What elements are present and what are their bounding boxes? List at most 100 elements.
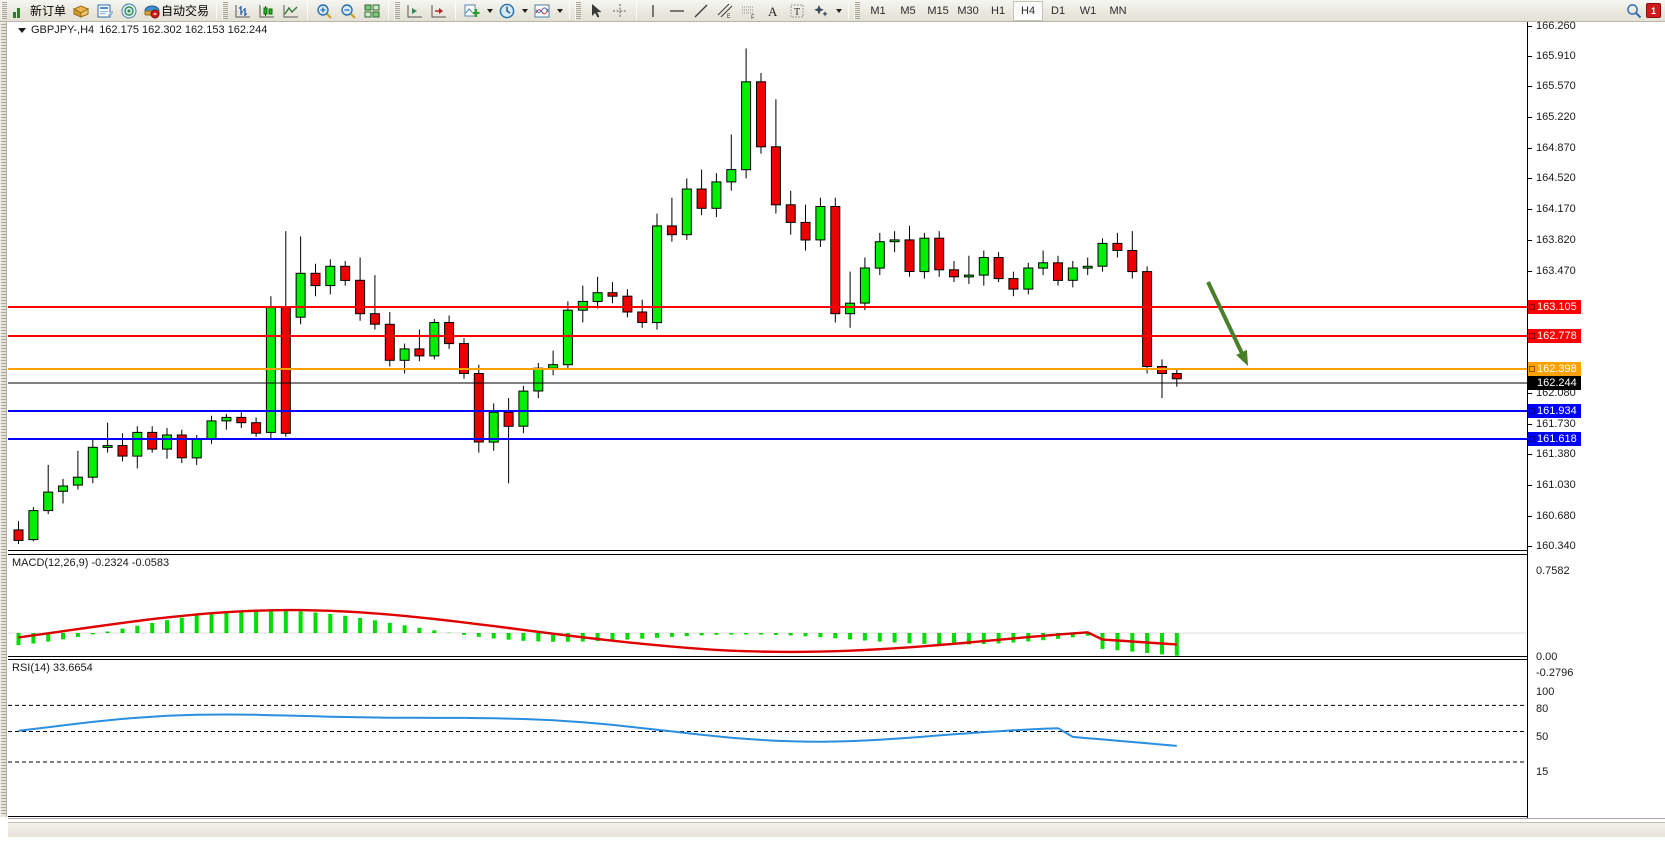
price-level-tag[interactable]: 162.244 xyxy=(1528,376,1581,390)
timeframe-m30[interactable]: M30 xyxy=(957,4,979,17)
equidistant-channel-icon: E xyxy=(717,3,733,20)
rsi-pane[interactable]: RSI(14) 33.6654 xyxy=(8,659,1527,817)
toolbar-divider-3 xyxy=(388,2,390,19)
timeframe-h1[interactable]: H1 xyxy=(991,4,1006,17)
objects-icon xyxy=(814,4,828,17)
macd-pane[interactable]: MACD(12,26,9) -0.2324 -0.0583 xyxy=(8,554,1527,657)
horizontal-line-button[interactable] xyxy=(665,1,689,21)
timeframe-m1[interactable]: M1 xyxy=(870,4,886,17)
objects-dropdown[interactable] xyxy=(833,1,844,21)
search-icon xyxy=(1627,3,1642,18)
candlestick-chart-button[interactable] xyxy=(255,1,279,21)
timeframe-m15[interactable]: M15 xyxy=(927,4,949,17)
toolbar-grip-5[interactable] xyxy=(854,1,861,20)
price-level-tag[interactable]: 161.618 xyxy=(1528,432,1581,446)
objects-button[interactable] xyxy=(809,1,833,21)
new-order-icon xyxy=(13,7,20,18)
chart-shift-icon xyxy=(407,4,423,17)
macd-tick: 0.7582 xyxy=(1536,565,1570,577)
toolbar-divider-7 xyxy=(848,2,850,19)
toolbar-grip[interactable] xyxy=(1,1,7,20)
price-level-tag[interactable]: 163.105 xyxy=(1528,300,1581,314)
toolbar-grip-4[interactable] xyxy=(575,1,582,20)
left-rail xyxy=(0,22,7,817)
crosshair-icon xyxy=(613,3,628,18)
equidistant-channel-button[interactable]: E xyxy=(713,1,737,21)
cursor-button[interactable] xyxy=(584,1,608,21)
svg-text:A: A xyxy=(768,4,778,19)
vertical-line-icon xyxy=(652,4,654,17)
autotrading-button[interactable]: 自动交易 xyxy=(141,1,212,21)
price-level-tag[interactable]: 162.778 xyxy=(1528,329,1581,343)
macd-label: MACD(12,26,9) -0.2324 -0.0583 xyxy=(12,557,170,569)
macd-tick: -0.2796 xyxy=(1536,667,1574,679)
timeframe-d1[interactable]: D1 xyxy=(1051,4,1066,17)
rsi-tick: 15 xyxy=(1536,766,1549,778)
indicators-dropdown[interactable] xyxy=(484,1,495,21)
fibonacci-icon: F xyxy=(742,6,755,20)
text-button[interactable]: A xyxy=(761,1,785,21)
symbol-label: GBPJPY-,H4 xyxy=(31,24,95,36)
new-order-button[interactable]: 新订单 xyxy=(10,1,69,21)
price-level-tag[interactable]: 161.934 xyxy=(1528,404,1581,418)
line-chart-button[interactable] xyxy=(279,1,303,21)
toolbar-divider-5 xyxy=(569,2,571,19)
horizontal-scrollbar[interactable] xyxy=(8,822,1665,837)
price-level-tag[interactable]: 162.398 xyxy=(1528,362,1581,376)
search-button[interactable] xyxy=(1622,1,1646,21)
toolbar-grip-3[interactable] xyxy=(394,1,401,20)
signals-icon xyxy=(121,3,137,18)
main-toolbar: 新订单 自动交易 xyxy=(0,0,1665,22)
autoscroll-button[interactable] xyxy=(427,1,451,21)
bar-chart-button[interactable] xyxy=(231,1,255,21)
text-label-button[interactable]: T xyxy=(785,1,809,21)
timeframe-h4[interactable]: H4 xyxy=(1013,0,1044,21)
templates-icon xyxy=(534,4,550,17)
crosshair-button[interactable] xyxy=(608,1,632,21)
bar-chart-icon xyxy=(235,4,251,17)
chart-resize-grip[interactable] xyxy=(1,24,6,814)
trendline-icon xyxy=(694,4,708,17)
text-icon: A xyxy=(768,4,778,19)
signals-button[interactable] xyxy=(117,1,141,21)
symbol-info: GBPJPY-,H4 162.175 162.302 162.153 162.2… xyxy=(18,24,267,36)
chevron-down-icon[interactable] xyxy=(18,27,26,33)
templates-dropdown[interactable] xyxy=(554,1,565,21)
autoscroll-icon xyxy=(431,4,447,17)
tile-windows-icon xyxy=(364,4,380,17)
timeframe-m5[interactable]: M5 xyxy=(900,4,916,17)
zoom-out-button[interactable] xyxy=(336,1,360,21)
tile-windows-button[interactable] xyxy=(360,1,384,21)
zoom-out-icon xyxy=(341,3,356,19)
fibonacci-button[interactable]: F xyxy=(737,1,761,21)
profile-button[interactable] xyxy=(69,1,93,21)
toolbar-grip-2[interactable] xyxy=(222,1,229,20)
trendline-button[interactable] xyxy=(689,1,713,21)
line-chart-icon xyxy=(283,4,299,17)
rsi-tick: 50 xyxy=(1536,731,1549,743)
vertical-line-button[interactable] xyxy=(641,1,665,21)
price-pane[interactable]: GBPJPY-,H4 162.175 162.302 162.153 162.2… xyxy=(8,22,1527,551)
price-scale[interactable]: 166.260 165.910 165.570 165.220 164.870 … xyxy=(1527,20,1665,837)
chart-shift-button[interactable] xyxy=(403,1,427,21)
news-button[interactable] xyxy=(93,1,117,21)
new-order-label: 新订单 xyxy=(30,4,67,18)
autotrading-label: 自动交易 xyxy=(161,4,210,18)
timeframe-mn[interactable]: MN xyxy=(1109,4,1127,17)
toolbar-divider-4 xyxy=(455,2,457,19)
toolbar-divider xyxy=(216,2,218,19)
period-dropdown[interactable] xyxy=(519,1,530,21)
templates-button[interactable] xyxy=(530,1,554,21)
chart-plot[interactable]: GBPJPY-,H4 162.175 162.302 162.153 162.2… xyxy=(8,22,1527,837)
period-button[interactable] xyxy=(495,1,519,21)
period-icon xyxy=(499,3,515,18)
timeframe-w1[interactable]: W1 xyxy=(1079,4,1097,17)
zoom-in-button[interactable] xyxy=(312,1,336,21)
svg-text:E: E xyxy=(727,13,731,20)
rsi-tick: 100 xyxy=(1536,686,1555,698)
toolbar-divider-2 xyxy=(307,2,309,19)
rsi-label: RSI(14) 33.6654 xyxy=(12,662,93,674)
chart-window: GBPJPY-,H4 162.175 162.302 162.153 162.2… xyxy=(0,20,1665,859)
indicators-button[interactable] xyxy=(460,1,484,21)
cursor-icon xyxy=(592,3,602,17)
